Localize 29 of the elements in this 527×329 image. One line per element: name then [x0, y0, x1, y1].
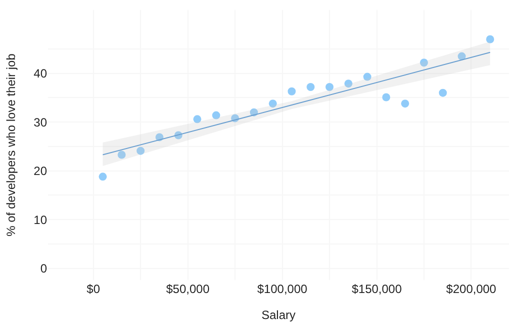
y-axis-title: % of developers who love their job	[4, 53, 18, 236]
point	[420, 58, 428, 67]
x-tick-label: $100,000	[257, 282, 308, 296]
x-tick-label: $150,000	[352, 282, 402, 296]
point	[136, 146, 145, 155]
point	[326, 83, 334, 91]
x-axis-title: Salary	[261, 308, 296, 322]
y-tick-label: 20	[34, 164, 48, 178]
point	[268, 100, 277, 108]
point	[363, 72, 372, 81]
y-tick-label: 10	[34, 212, 48, 227]
point	[288, 87, 296, 96]
point	[401, 100, 410, 108]
point	[458, 52, 466, 60]
point	[382, 93, 390, 102]
point	[486, 35, 494, 44]
point	[344, 80, 352, 88]
point	[438, 88, 447, 97]
y-tick-label: 0	[40, 262, 48, 276]
x-tick-label: $50,000	[166, 282, 210, 296]
point	[118, 150, 126, 159]
x-tick-label: $0	[86, 282, 100, 296]
x-tick-label: $200,000	[446, 282, 497, 296]
y-tick-label: 30	[34, 115, 48, 130]
y-tick-label: 40	[34, 66, 48, 81]
point	[193, 115, 202, 124]
point	[98, 172, 107, 181]
point	[306, 83, 315, 91]
point	[212, 111, 220, 120]
